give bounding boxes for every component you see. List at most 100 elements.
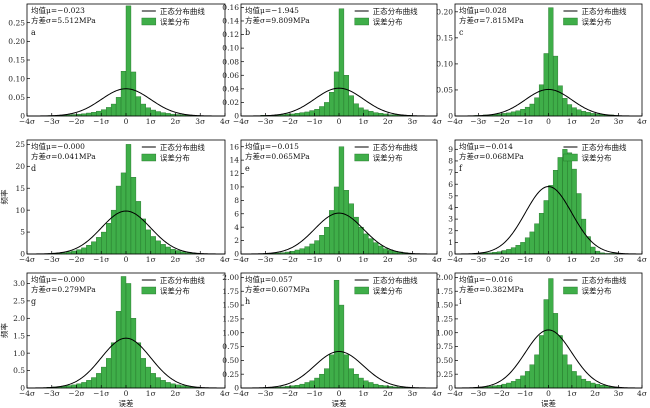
x-tick-label: 2σ — [171, 255, 181, 264]
panel-label: a — [31, 28, 36, 37]
y-tick-label: 1.50 — [222, 301, 239, 310]
histogram-bar — [105, 223, 112, 255]
x-tick-label: 3σ — [195, 117, 205, 126]
panel-label: e — [245, 164, 250, 173]
histogram-bar — [110, 103, 117, 117]
y-tick-label: 2 — [448, 226, 453, 235]
mean-text: 均值μ=−0.015 — [245, 141, 299, 151]
normal-curve — [26, 210, 226, 255]
y-tick-label: 12 — [229, 169, 239, 178]
legend-curve-label: 正态分布曲线 — [160, 6, 205, 16]
histogram-bar — [120, 70, 127, 117]
variance-text: 方差σ=7.815MPa — [459, 15, 524, 25]
histogram-bar — [348, 95, 354, 117]
legend-hist-swatch — [141, 17, 157, 26]
legend-hist-swatch — [563, 17, 578, 26]
y-tick-label: 0.02 — [222, 98, 239, 107]
histogram-bar — [496, 385, 502, 389]
histogram-bar — [125, 283, 132, 389]
x-tick-label: −4σ — [233, 255, 249, 264]
histogram-bar — [91, 241, 97, 255]
normal-curve — [241, 87, 437, 117]
y-tick-label: 0.10 — [8, 74, 25, 83]
x-tick-label: 2σ — [171, 389, 181, 398]
histogram-bar — [363, 233, 369, 255]
legend-hist-label: 误差分布 — [373, 17, 403, 27]
histogram-bar — [515, 245, 521, 255]
x-tick-label: 0 — [337, 117, 342, 126]
panel-c: −4σ −3σ −2σ −1σ 0 1σ 2σ 3σ 4σ 0 0.05 0.10 0.15 0.20 均值… — [436, 3, 647, 126]
histogram-bar — [91, 377, 97, 389]
y-tick-label: 0.50 — [436, 356, 453, 365]
legend-hist-swatch — [563, 286, 578, 295]
x-tick-label: −1σ — [93, 117, 109, 126]
y-tick-label: 0.75 — [222, 342, 239, 351]
histogram-bar — [529, 364, 535, 389]
y-tick-label: 14 — [229, 156, 239, 165]
x-tick-label: 0 — [124, 255, 129, 264]
y-tick-label: 0 — [448, 250, 453, 259]
y-tick-label: 4 — [448, 203, 453, 212]
histogram-bar — [140, 103, 147, 117]
x-tick-label: −1σ — [306, 117, 322, 126]
histogram-bar — [595, 383, 601, 389]
x-tick-label: 1σ — [567, 255, 577, 264]
histogram-bar — [324, 102, 330, 117]
legend-curve-label: 正态分布曲线 — [373, 142, 418, 152]
histogram-bar — [81, 247, 87, 255]
histogram-bar — [333, 279, 340, 389]
y-tick-label: 1.00 — [436, 328, 453, 337]
variance-text: 方差σ=9.809MPa — [245, 15, 310, 25]
mean-text: 均值μ=−1.945 — [245, 5, 299, 15]
histogram-bar — [510, 381, 516, 389]
y-tick-label: 0.05 — [8, 93, 25, 102]
histogram-bar — [294, 249, 300, 255]
histogram-bar — [515, 378, 521, 389]
histogram-bar — [571, 371, 577, 389]
histogram-bar — [309, 110, 315, 117]
y-tick-label: 8 — [234, 196, 239, 205]
x-tick-label: 4σ — [432, 389, 442, 398]
x-tick-label: 3σ — [614, 117, 624, 126]
histogram-bar — [363, 380, 369, 389]
histogram-bar — [294, 113, 300, 117]
legend-hist-swatch — [141, 286, 157, 295]
x-tick-label: −4σ — [19, 389, 35, 398]
histogram-bar — [115, 185, 122, 255]
y-tick-label: 0.5 — [13, 366, 25, 375]
y-tick-label: 0 — [234, 112, 239, 121]
histogram-bar — [585, 236, 591, 255]
histogram-bar — [538, 213, 545, 255]
legend-hist-swatch — [354, 286, 369, 295]
x-tick-label: −4σ — [447, 117, 463, 126]
histogram-bar — [76, 383, 82, 389]
x-tick-label: −1σ — [93, 255, 109, 264]
y-tick-label: 3.0 — [13, 279, 25, 288]
histogram-bar — [299, 112, 305, 117]
histogram-bar — [135, 96, 142, 117]
histogram-bar — [529, 231, 535, 255]
histogram-bar — [175, 250, 181, 255]
histogram-bar — [145, 366, 151, 389]
x-tick-label: −3σ — [44, 389, 60, 398]
x-axis-label: 误差 — [119, 398, 134, 408]
y-axis-label: 频率 — [0, 323, 9, 338]
histogram-bar — [552, 313, 559, 389]
y-tick-label: 2.00 — [436, 273, 453, 282]
histogram-bar — [567, 152, 573, 255]
x-tick-label: 4σ — [220, 255, 230, 264]
histogram-bar — [524, 106, 531, 117]
histogram-bar — [343, 190, 349, 255]
panel-label: i — [459, 297, 462, 306]
histogram-bar — [314, 109, 320, 117]
x-tick-label: 1σ — [359, 389, 369, 398]
x-tick-label: 1σ — [567, 117, 577, 126]
panel-f: −4σ −3σ −2σ −1σ 0 1σ 2σ 3σ 4σ 0 1 2 3 4 5 6 7 8 9 均值μ=−0.01… — [447, 139, 647, 264]
histogram-bar — [155, 111, 161, 117]
x-tick-label: 3σ — [408, 117, 418, 126]
panel-h: −4σ −3σ −2σ −1σ 0 1σ 2σ 3σ 4σ 0 0.25 0.50 0.75 1.00 1.… — [222, 272, 442, 408]
x-tick-label: −2σ — [282, 255, 298, 264]
y-tick-label: 1 — [448, 238, 453, 247]
x-tick-label: −1σ — [306, 255, 322, 264]
